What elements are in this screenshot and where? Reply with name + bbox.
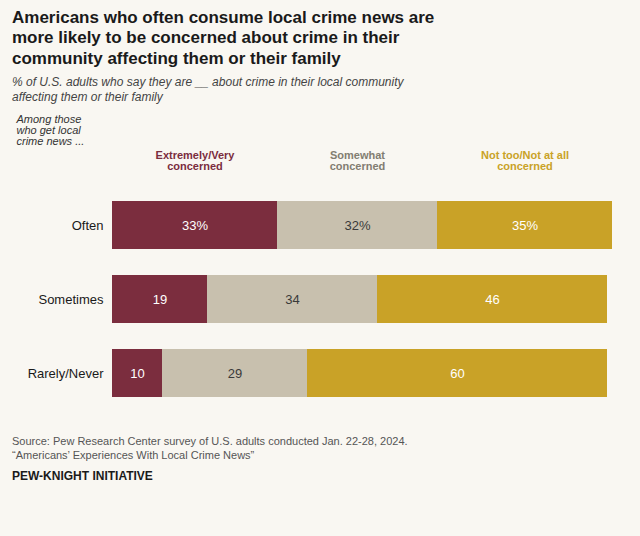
svg-text:Often: Often (72, 218, 104, 233)
svg-text:19: 19 (153, 292, 167, 307)
html-text:Source: Pew Research Center su: Source: Pew Research Center survey of U.… (12, 435, 408, 461)
svg-text:32%: 32% (344, 218, 370, 233)
svg-text:35%: 35% (512, 218, 538, 233)
html-text:PEW-KNIGHT INITIATIVE: PEW-KNIGHT INITIATIVE (12, 468, 153, 483)
svg-text:10: 10 (130, 366, 144, 381)
svg-text:60: 60 (450, 366, 464, 381)
svg-text:Rarely/Never: Rarely/Never (28, 366, 105, 381)
svg-text:Not too/Not at allconcerned: Not too/Not at allconcerned (481, 149, 569, 172)
html-text:% of U.S. adults who say they: % of U.S. adults who say they are __ abo… (12, 75, 404, 105)
svg-text:Among thosewho get localcrime: Among thosewho get localcrime news ... (16, 113, 85, 147)
svg-text:46: 46 (485, 292, 499, 307)
svg-text:34: 34 (285, 292, 299, 307)
svg-text:29: 29 (228, 366, 242, 381)
svg-text:Sometimes: Sometimes (38, 292, 104, 307)
svg-text:Extremely/Veryconcerned: Extremely/Veryconcerned (156, 149, 236, 172)
svg-text:33%: 33% (182, 218, 208, 233)
svg-text:Somewhatconcerned: Somewhatconcerned (330, 149, 386, 172)
html-text:Americans who often consume lo: Americans who often consume local crime … (12, 8, 435, 68)
